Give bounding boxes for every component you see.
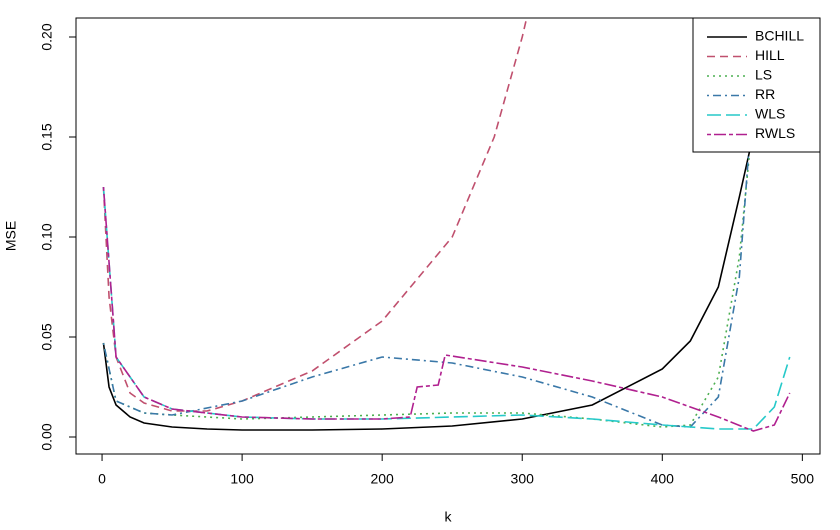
plot-area — [102, 18, 791, 432]
legend-label: BCHILL — [755, 28, 804, 44]
x-axis-label: k — [445, 509, 453, 525]
legend-box — [692, 17, 821, 153]
series-line — [102, 186, 791, 430]
legend-label: HILL — [755, 47, 785, 63]
legend-label: LS — [755, 67, 772, 83]
y-tick-label: 0.15 — [39, 123, 55, 150]
legend-label: RWLS — [755, 125, 795, 141]
plot-frame — [75, 17, 821, 455]
x-tick-label: 0 — [98, 471, 106, 487]
series-line — [102, 56, 762, 431]
y-tick-label: 0.05 — [39, 323, 55, 350]
series-line — [102, 18, 528, 412]
series-line — [102, 186, 791, 432]
y-tick-label: 0.20 — [39, 23, 55, 50]
x-tick-label: 200 — [370, 471, 394, 487]
x-tick-label: 500 — [791, 471, 815, 487]
series-line — [102, 146, 750, 428]
x-tick-label: 400 — [651, 471, 675, 487]
y-axis-label: MSE — [3, 221, 19, 251]
legend-label: WLS — [755, 106, 785, 122]
x-tick-label: 100 — [230, 471, 254, 487]
legend-label: RR — [755, 86, 775, 102]
x-tick-label: 300 — [511, 471, 535, 487]
y-tick-label: 0.00 — [39, 423, 55, 450]
y-tick-label: 0.10 — [39, 223, 55, 250]
